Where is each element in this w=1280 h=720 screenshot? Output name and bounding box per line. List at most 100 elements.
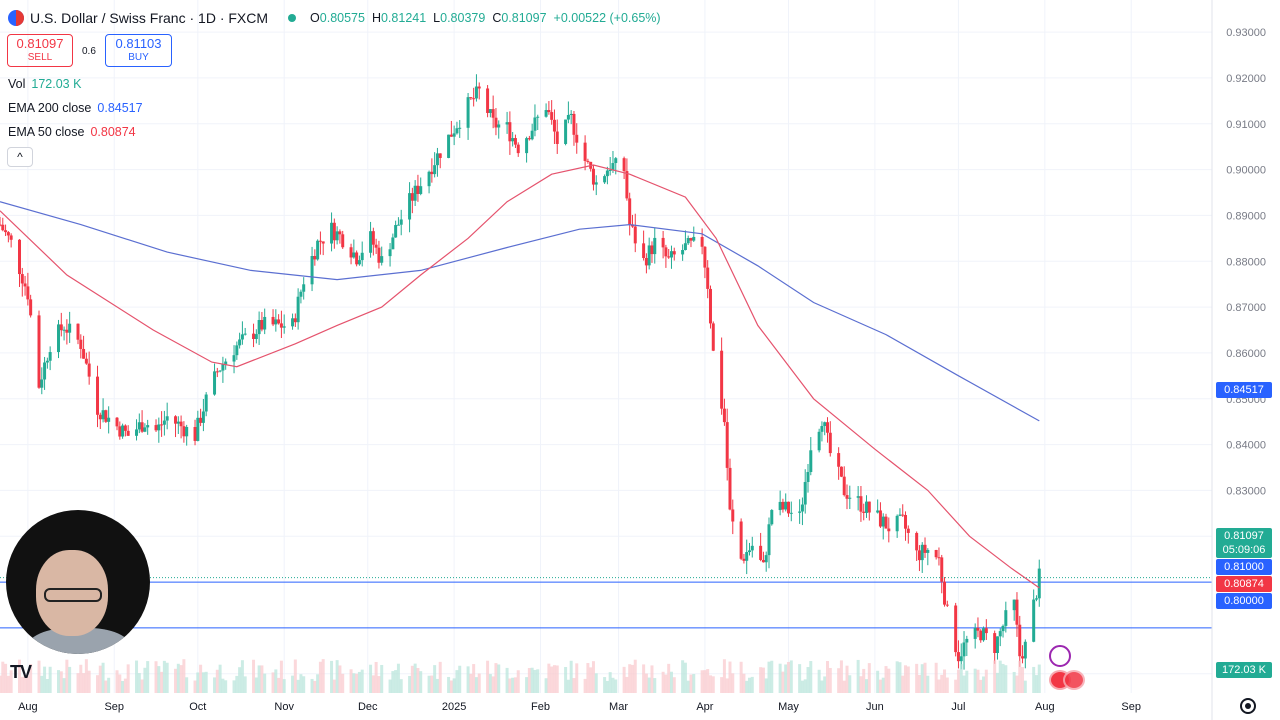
candle-body bbox=[371, 231, 375, 245]
candle-body bbox=[369, 231, 373, 253]
candle-body bbox=[711, 323, 715, 351]
x-tick-label: Aug bbox=[1035, 701, 1055, 713]
volume-bar bbox=[530, 667, 534, 693]
volume-bar bbox=[243, 676, 247, 693]
volume-bar bbox=[594, 673, 598, 693]
candle-body bbox=[566, 115, 570, 120]
candle-body bbox=[672, 251, 676, 255]
ema50-legend[interactable]: EMA 50 close 0.80874 bbox=[8, 125, 136, 139]
candle-body bbox=[240, 334, 244, 340]
volume-bar bbox=[555, 665, 559, 693]
volume-bar bbox=[321, 659, 325, 693]
volume-bar bbox=[0, 675, 2, 693]
collapse-legend-button[interactable]: ^ bbox=[7, 147, 33, 167]
buy-button[interactable]: 0.81103 BUY bbox=[105, 34, 172, 67]
candle-body bbox=[23, 283, 27, 287]
volume-bar bbox=[742, 673, 746, 693]
events-stack-icon[interactable] bbox=[1063, 670, 1085, 690]
candle-body bbox=[764, 555, 768, 563]
candle-body bbox=[146, 425, 150, 428]
volume-bar bbox=[435, 678, 439, 693]
candle-body bbox=[449, 134, 453, 137]
volume-bar bbox=[898, 662, 902, 693]
volume-bar bbox=[611, 677, 615, 693]
volume-bar bbox=[817, 669, 821, 693]
candle-body bbox=[48, 352, 52, 361]
candle-body bbox=[884, 516, 888, 529]
volume-bar bbox=[566, 679, 570, 693]
volume-bar bbox=[608, 672, 612, 693]
candle-body bbox=[803, 481, 807, 505]
candle-body bbox=[416, 185, 420, 194]
candle-body bbox=[614, 158, 618, 164]
candle-body bbox=[800, 504, 804, 512]
volume-value: 172.03 K bbox=[31, 77, 82, 91]
volume-bar bbox=[1021, 666, 1025, 693]
volume-bar bbox=[310, 678, 314, 693]
ema200-legend[interactable]: EMA 200 close 0.84517 bbox=[8, 101, 143, 115]
volume-bar bbox=[778, 663, 782, 693]
volume-bar bbox=[352, 673, 356, 693]
volume-bar bbox=[683, 662, 687, 693]
candle-body bbox=[118, 426, 122, 437]
y-tick-label: 0.92000 bbox=[1226, 73, 1266, 85]
candle-body bbox=[995, 636, 999, 653]
volume-bar bbox=[973, 668, 977, 693]
candle-body bbox=[923, 544, 927, 553]
candle-body bbox=[837, 453, 841, 467]
candle-body bbox=[260, 320, 264, 330]
ohlc-high: H0.81241 bbox=[371, 11, 427, 25]
volume-bar bbox=[199, 664, 203, 693]
volume-bar bbox=[146, 661, 150, 693]
lightning-icon[interactable] bbox=[1049, 645, 1071, 667]
candle-body bbox=[555, 131, 559, 144]
candle-body bbox=[904, 514, 908, 529]
candle-body bbox=[26, 286, 30, 300]
volume-bar bbox=[121, 680, 125, 693]
volume-legend[interactable]: Vol 172.03 K bbox=[8, 77, 82, 91]
candle-body bbox=[856, 496, 860, 498]
candle-body bbox=[154, 425, 158, 431]
candle-body bbox=[508, 122, 512, 142]
candle-body bbox=[820, 426, 824, 432]
candle-body bbox=[1034, 598, 1038, 600]
candle-body bbox=[761, 559, 765, 563]
x-tick-label: Sep bbox=[1121, 701, 1141, 713]
candle-body bbox=[603, 176, 607, 183]
candle-body bbox=[57, 324, 61, 353]
volume-bar bbox=[767, 661, 771, 693]
candle-body bbox=[427, 171, 431, 187]
candle-body bbox=[374, 244, 378, 248]
volume-bar bbox=[569, 660, 573, 693]
volume-bar bbox=[962, 675, 966, 693]
candle-body bbox=[296, 296, 300, 323]
level-high-tag: 0.81000 bbox=[1216, 559, 1272, 575]
volume-bar bbox=[625, 676, 629, 693]
sell-button[interactable]: 0.81097 SELL bbox=[7, 34, 73, 67]
volume-bar bbox=[603, 677, 607, 693]
volume-bar bbox=[533, 669, 537, 693]
candle-body bbox=[1023, 641, 1027, 659]
candle-body bbox=[29, 299, 33, 316]
candle-body bbox=[213, 371, 217, 395]
volume-bar bbox=[644, 673, 648, 693]
volume-bar bbox=[469, 673, 473, 693]
candle-body bbox=[778, 501, 782, 511]
candle-body bbox=[859, 496, 863, 512]
volume-bar bbox=[299, 674, 303, 693]
settings-gear-icon[interactable] bbox=[1240, 698, 1256, 714]
volume-bar bbox=[232, 680, 236, 693]
candle-body bbox=[976, 627, 980, 631]
candle-body bbox=[224, 361, 228, 365]
volume-bar bbox=[876, 670, 880, 693]
candle-body bbox=[274, 319, 278, 325]
volume-bar bbox=[260, 665, 264, 693]
volume-bar bbox=[263, 673, 267, 693]
sell-label: SELL bbox=[27, 52, 53, 63]
volume-bar bbox=[920, 664, 924, 693]
candle-body bbox=[199, 417, 203, 423]
volume-bar bbox=[394, 670, 398, 693]
volume-bar bbox=[497, 664, 501, 693]
symbol-title[interactable]: U.S. Dollar / Swiss Franc · 1D · FXCM bbox=[30, 10, 269, 26]
